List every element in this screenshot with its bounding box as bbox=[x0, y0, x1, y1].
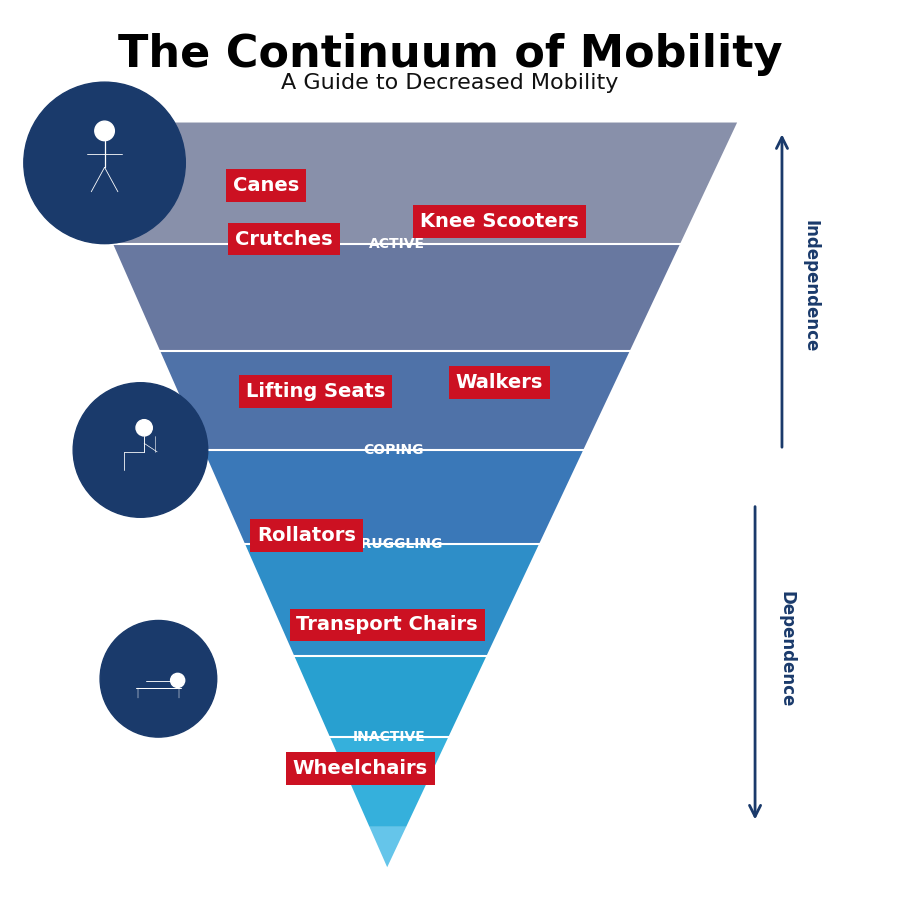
Text: Lifting Seats: Lifting Seats bbox=[246, 382, 385, 401]
Text: Rollators: Rollators bbox=[257, 526, 356, 544]
Text: COPING: COPING bbox=[364, 443, 424, 457]
Polygon shape bbox=[330, 737, 448, 827]
Polygon shape bbox=[113, 244, 680, 351]
Text: Crutches: Crutches bbox=[235, 230, 333, 248]
Polygon shape bbox=[59, 122, 737, 244]
Polygon shape bbox=[369, 827, 406, 868]
Text: INACTIVE: INACTIVE bbox=[353, 730, 426, 744]
Text: Independence: Independence bbox=[802, 220, 820, 353]
Circle shape bbox=[73, 382, 208, 518]
Text: Walkers: Walkers bbox=[455, 374, 543, 392]
Polygon shape bbox=[160, 351, 630, 450]
Text: Transport Chairs: Transport Chairs bbox=[296, 616, 478, 634]
Circle shape bbox=[94, 122, 114, 140]
Text: Wheelchairs: Wheelchairs bbox=[292, 759, 428, 778]
Text: STRUGGLING: STRUGGLING bbox=[341, 537, 443, 551]
Circle shape bbox=[23, 82, 185, 244]
Text: The Continuum of Mobility: The Continuum of Mobility bbox=[118, 32, 782, 76]
Text: Knee Scooters: Knee Scooters bbox=[420, 212, 579, 230]
Circle shape bbox=[136, 419, 152, 436]
Text: Canes: Canes bbox=[233, 176, 299, 194]
Text: ACTIVE: ACTIVE bbox=[369, 237, 425, 250]
Text: A Guide to Decreased Mobility: A Guide to Decreased Mobility bbox=[282, 73, 618, 94]
Polygon shape bbox=[245, 544, 539, 656]
Polygon shape bbox=[203, 450, 583, 544]
Circle shape bbox=[171, 673, 184, 688]
Circle shape bbox=[100, 620, 217, 737]
Text: Dependence: Dependence bbox=[778, 591, 796, 707]
Polygon shape bbox=[294, 656, 486, 737]
